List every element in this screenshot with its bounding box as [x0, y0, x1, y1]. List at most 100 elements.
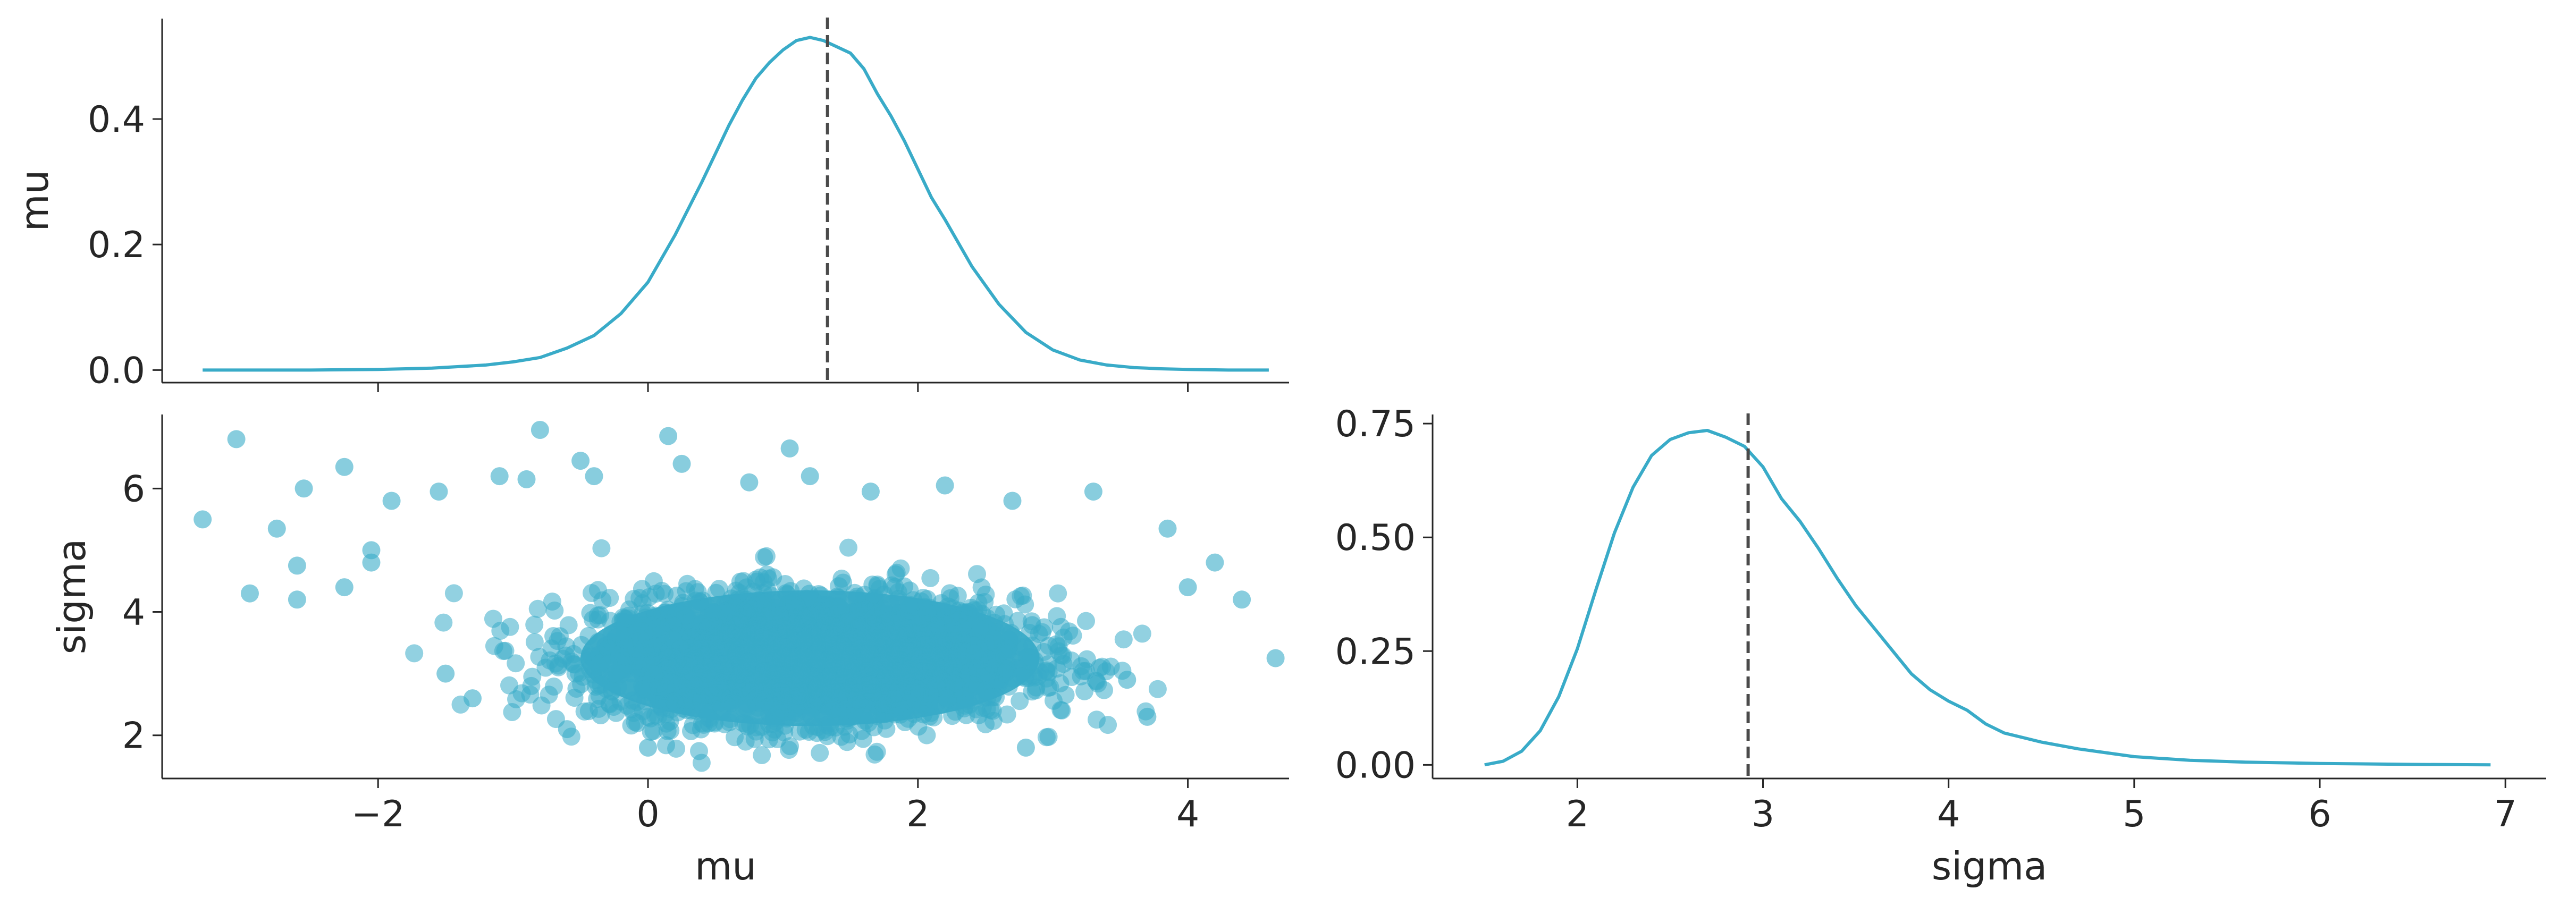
scatter-point: [757, 547, 776, 565]
sigma-marginal-panel: 2 3 4 5 6 7 0.00 0.25 0.50 0.75 sigma: [1335, 403, 2546, 888]
x-tick-label: 2: [1566, 793, 1589, 835]
x-axis-label: mu: [695, 844, 756, 888]
scatter-point: [802, 606, 820, 625]
scatter-point: [875, 671, 894, 689]
scatter-point: [668, 587, 686, 605]
scatter-point: [862, 675, 880, 694]
scatter-point: [525, 615, 544, 634]
scatter-point: [961, 696, 979, 714]
scatter-point: [794, 645, 812, 663]
scatter-point: [1133, 624, 1151, 643]
scatter-point: [1138, 707, 1157, 726]
scatter-point: [565, 689, 584, 707]
y-tick-label: 2: [122, 715, 145, 757]
x-tick-label: 6: [2308, 793, 2331, 835]
scatter-point: [490, 467, 509, 486]
x-tick-label: 7: [2494, 793, 2517, 835]
scatter-point: [611, 692, 630, 711]
scatter-point: [775, 723, 794, 742]
scatter-point: [1233, 590, 1251, 609]
scatter-point: [1060, 622, 1079, 641]
scatter-point: [976, 663, 995, 682]
scatter-point: [800, 585, 819, 603]
scatter-point: [821, 714, 839, 732]
y-tick-label: 0.50: [1335, 517, 1416, 559]
scatter-point: [1148, 680, 1167, 698]
scatter-point: [1118, 671, 1137, 689]
y-axis-label: sigma: [49, 539, 94, 654]
scatter-point: [591, 606, 609, 624]
scatter-point: [848, 587, 866, 606]
scatter-point: [835, 717, 854, 736]
scatter-point: [579, 702, 598, 721]
scatter-point: [690, 742, 708, 760]
scatter-point: [888, 662, 907, 681]
scatter-point: [1114, 630, 1133, 649]
scatter-point: [785, 670, 803, 688]
scatter-point: [1039, 727, 1058, 746]
scatter-point: [838, 733, 856, 751]
scatter-point: [849, 602, 868, 621]
scatter-point: [664, 630, 683, 649]
y-tick-label: 0.25: [1335, 631, 1416, 673]
scatter-point: [700, 640, 719, 659]
scatter-point: [847, 689, 866, 708]
scatter-point: [570, 664, 588, 682]
scatter-point: [544, 627, 562, 645]
y-tick-label: 0.4: [88, 99, 145, 141]
scatter-point: [918, 604, 937, 622]
scatter-point: [436, 664, 455, 683]
scatter-point: [767, 610, 785, 628]
scatter-point: [545, 602, 564, 620]
y-tick-label: 4: [122, 592, 145, 634]
scatter-point: [828, 645, 846, 664]
scatter-point: [997, 659, 1016, 678]
scatter-point: [667, 739, 685, 758]
scatter-point: [1040, 637, 1058, 655]
scatter-point: [635, 639, 653, 657]
scatter-point: [699, 708, 718, 727]
scatter-point: [986, 649, 1004, 667]
scatter-point: [984, 712, 1003, 730]
scatter-point: [658, 722, 677, 740]
scatter-point: [1006, 590, 1025, 608]
scatter-point: [1178, 578, 1197, 597]
scatter-point: [679, 680, 698, 698]
scatter-point: [857, 645, 875, 663]
scatter-point: [571, 452, 590, 470]
scatter-point: [998, 705, 1016, 724]
y-tick-label: 0.75: [1335, 403, 1416, 445]
y-tick-label: 0.2: [88, 224, 145, 266]
scatter-point: [966, 644, 984, 662]
scatter-point: [730, 665, 749, 683]
scatter-point: [485, 637, 503, 655]
scatter-point: [335, 578, 353, 597]
scatter-point: [947, 625, 965, 644]
scatter-point: [615, 623, 634, 642]
scatter-point: [227, 430, 246, 448]
scatter-point: [193, 510, 212, 529]
scatter-point: [1206, 553, 1224, 572]
scatter-point: [770, 704, 789, 722]
scatter-point: [1025, 651, 1044, 670]
scatter-point: [678, 606, 696, 624]
scatter-point: [747, 570, 765, 589]
scatter-point: [430, 483, 448, 501]
y-tick-label: 0.00: [1335, 744, 1416, 786]
x-tick-label: 3: [1752, 793, 1774, 835]
scatter-point: [1075, 682, 1094, 700]
scatter-point: [644, 722, 663, 740]
scatter-point: [362, 553, 381, 572]
scatter-point: [630, 589, 649, 607]
scatter-point: [1084, 483, 1102, 501]
scatter-point: [1087, 672, 1106, 691]
scatter-point: [585, 467, 603, 486]
scatter-point: [726, 728, 744, 747]
scatter-point: [507, 654, 525, 673]
scatter-point: [1016, 738, 1035, 757]
scatter-point: [659, 600, 677, 619]
scatter-point: [1077, 612, 1095, 630]
y-tick-label: 0.0: [88, 350, 145, 392]
scatter-point: [707, 583, 726, 602]
